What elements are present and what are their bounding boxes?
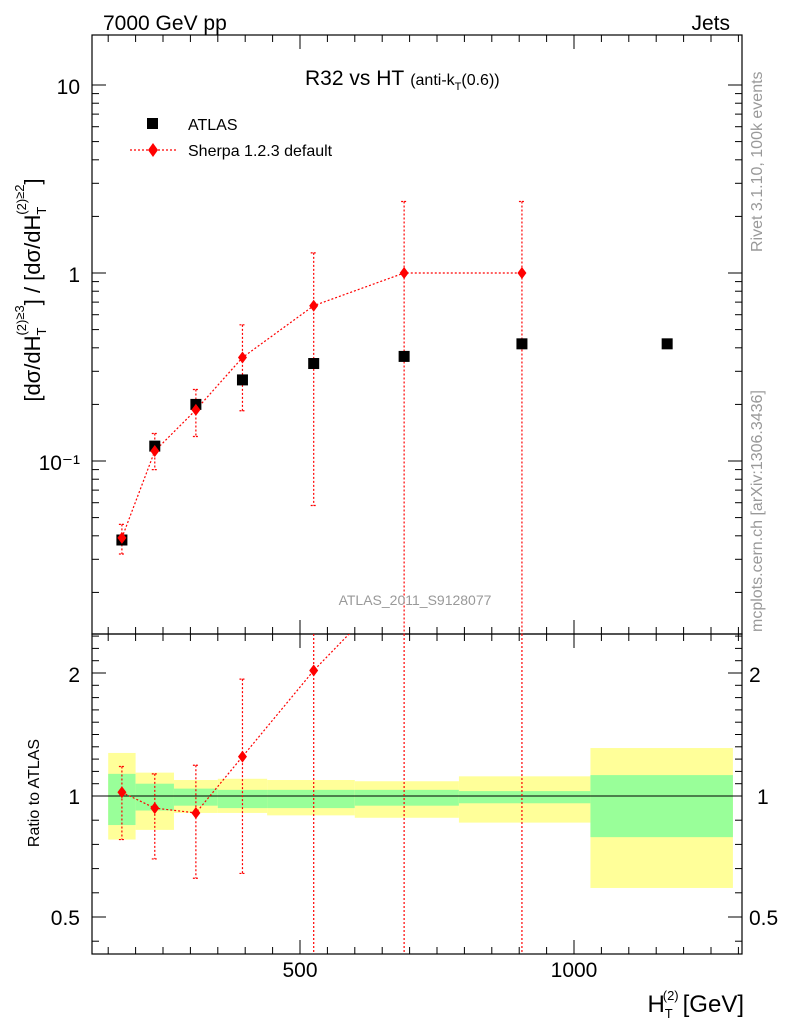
sherpa-point [117, 531, 127, 544]
ratio-y-tick-label-1: 1 [68, 786, 80, 809]
mcplots-label: mcplots.cern.ch [arXiv:1306.3436] [749, 390, 766, 632]
ratio-uncertainty-bands [108, 748, 733, 888]
legend-sherpa-marker [148, 143, 158, 157]
ratio-y-tick-label-2: 2 [68, 664, 80, 687]
ratio-y-tick-label-0.5: 0.5 [51, 907, 80, 930]
ratio-y-tick-label-0.5-right: 0.5 [749, 907, 778, 930]
y-axis-label: [dσ/dHT(2)≥3] / [dσ/dHT(2)≥2] [12, 178, 49, 401]
ratio-y-tick-label-1-right: 1 [757, 786, 769, 809]
ratio-plot-marks [117, 571, 523, 954]
header-process: Jets [691, 12, 730, 35]
ratio-band-inner-6 [458, 791, 591, 804]
atlas-data-point [398, 350, 410, 362]
legend-atlas-label: ATLAS [188, 117, 238, 134]
axis-ticks [92, 35, 742, 954]
sherpa-point [150, 445, 160, 458]
ratio-plot-frame [91, 633, 743, 955]
legend-atlas-marker [147, 118, 158, 129]
sherpa-point [517, 267, 527, 279]
sherpa-ratio-point [237, 750, 247, 763]
sherpa-point [399, 267, 409, 279]
sherpa-point [309, 299, 319, 312]
analysis-watermark: ATLAS_2011_S9128077 [339, 592, 492, 608]
sherpa-ratio-point [400, 571, 409, 583]
sherpa-line [121, 272, 522, 539]
x-tick-label-500: 500 [282, 959, 317, 982]
sherpa-point [237, 351, 247, 364]
plot-title: R32 vs HT (anti-kT(0.6)) [305, 67, 500, 93]
rivet-version-label: Rivet 3.1.10, 100k events [749, 71, 766, 252]
ratio-band-inner-7 [590, 775, 733, 838]
ratio-y-tick-label-2-right: 2 [749, 664, 761, 687]
y-tick-label-0.1: 10⁻¹ [39, 452, 80, 475]
y-tick-label-1: 1 [68, 264, 80, 287]
ratio-y-axis-label: Ratio to ATLAS [26, 739, 43, 847]
atlas-data-point [516, 338, 528, 350]
header-energy: 7000 GeV pp [103, 12, 227, 35]
x-tick-label-1000: 1000 [551, 959, 598, 982]
sherpa-ratio-point [309, 664, 319, 677]
atlas-data-point [661, 338, 673, 350]
ratio-band-inner-2 [173, 788, 218, 806]
main-plot-marks [116, 200, 673, 634]
y-tick-label-10: 10 [57, 76, 80, 99]
sherpa-ratio-point [150, 802, 160, 815]
legend-sherpa-label: Sherpa 1.2.3 default [188, 143, 333, 160]
atlas-data-point [308, 358, 320, 370]
ratio-band-inner-3 [217, 789, 268, 809]
x-axis-label: HT(2) [GeV] [647, 988, 744, 1021]
sherpa-ratio-point [191, 806, 201, 819]
sherpa-ratio-point [117, 786, 127, 799]
sherpa-point [191, 403, 201, 416]
atlas-data-point [236, 374, 248, 386]
ratio-band-inner-4 [267, 789, 355, 809]
ratio-band-inner-5 [354, 789, 459, 806]
